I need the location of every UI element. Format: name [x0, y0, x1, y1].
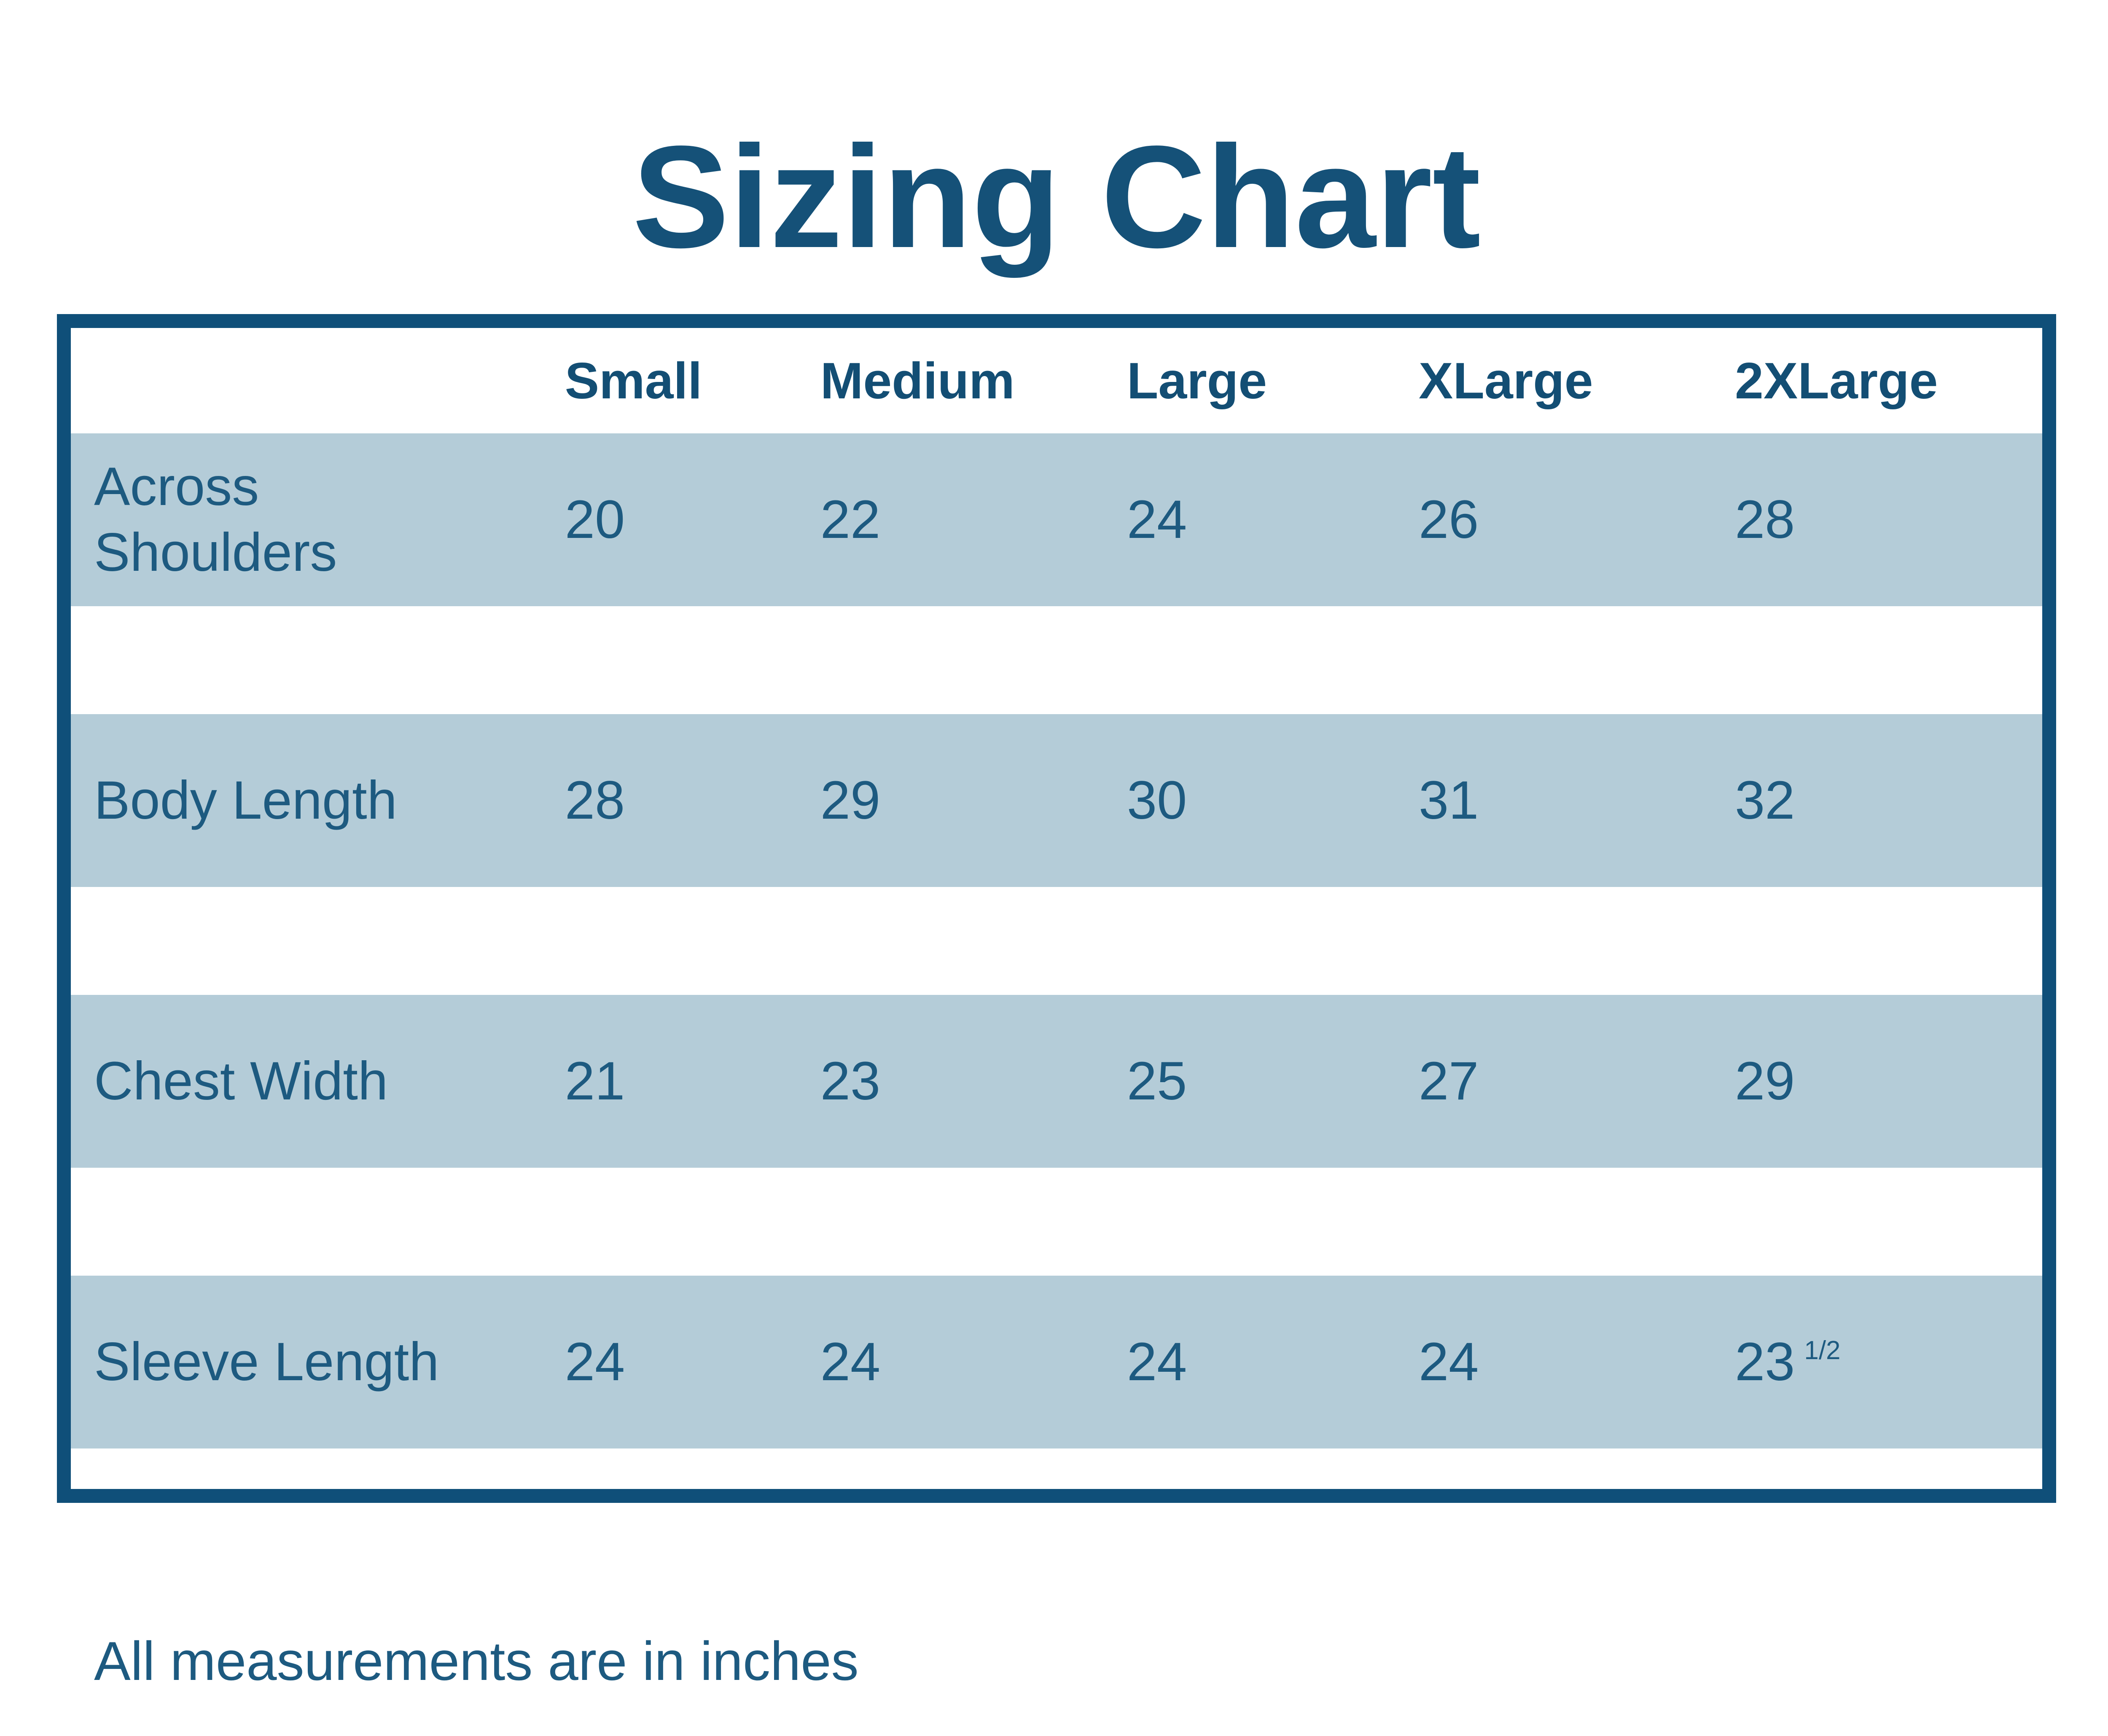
cell-sleeve-length-xlarge: 24: [1418, 1276, 1735, 1448]
cell-value: 23: [1734, 1331, 1795, 1392]
column-header-xlarge: XLarge: [1418, 328, 1735, 433]
cell-chest-width-xlarge: 27: [1418, 995, 1735, 1168]
row-label-body-length: Body Length: [71, 714, 565, 887]
spacer: [71, 887, 2042, 995]
cell-chest-width-medium: 23: [820, 995, 1127, 1168]
cell-sleeve-length-small: 24: [565, 1276, 820, 1448]
corner-cell: [71, 328, 565, 433]
fraction-one-half: 1/2: [1804, 1336, 1841, 1365]
header-row: Small Medium Large XLarge 2XLarge: [71, 328, 2042, 433]
cell-body-length-medium: 29: [820, 714, 1127, 887]
spacer: [71, 606, 2042, 714]
sizing-table: Small Medium Large XLarge 2XLarge Across…: [57, 314, 2056, 1503]
bottom-padding-row: [71, 1448, 2042, 1489]
row-body-length: Body Length 28 29 30 31 32: [71, 714, 2042, 887]
cell-across-shoulders-medium: 22: [820, 433, 1127, 606]
cell-across-shoulders-large: 24: [1127, 433, 1419, 606]
spacer-row: [71, 606, 2042, 714]
row-label-chest-width: Chest Width: [71, 995, 565, 1168]
spacer-row: [71, 1168, 2042, 1276]
column-header-large: Large: [1127, 328, 1419, 433]
column-header-2xlarge: 2XLarge: [1734, 328, 2042, 433]
column-header-small: Small: [565, 328, 820, 433]
cell-sleeve-length-medium: 24: [820, 1276, 1127, 1448]
cell-across-shoulders-2xlarge: 28: [1734, 433, 2042, 606]
column-header-medium: Medium: [820, 328, 1127, 433]
cell-chest-width-large: 25: [1127, 995, 1419, 1168]
spacer: [71, 1168, 2042, 1276]
cell-across-shoulders-xlarge: 26: [1418, 433, 1735, 606]
row-across-shoulders: Across Shoulders 20 22 24 26 28: [71, 433, 2042, 606]
row-chest-width: Chest Width 21 23 25 27 29: [71, 995, 2042, 1168]
cell-body-length-xlarge: 31: [1418, 714, 1735, 887]
row-label-sleeve-length: Sleeve Length: [71, 1276, 565, 1448]
cell-body-length-large: 30: [1127, 714, 1419, 887]
cell-chest-width-2xlarge: 29: [1734, 995, 2042, 1168]
spacer-row: [71, 887, 2042, 995]
cell-sleeve-length-large: 24: [1127, 1276, 1419, 1448]
cell-across-shoulders-small: 20: [565, 433, 820, 606]
page-title: Sizing Chart: [632, 116, 1481, 278]
cell-sleeve-length-2xlarge: 23 1/2: [1734, 1276, 2042, 1448]
row-label-across-shoulders: Across Shoulders: [71, 433, 565, 606]
row-sleeve-length: Sleeve Length 24 24 24 24 23 1/2: [71, 1276, 2042, 1448]
cell-body-length-2xlarge: 32: [1734, 714, 2042, 887]
spacer: [71, 1448, 2042, 1489]
cell-body-length-small: 28: [565, 714, 820, 887]
footer-note: All measurements are in inches: [94, 1630, 859, 1692]
cell-chest-width-small: 21: [565, 995, 820, 1168]
